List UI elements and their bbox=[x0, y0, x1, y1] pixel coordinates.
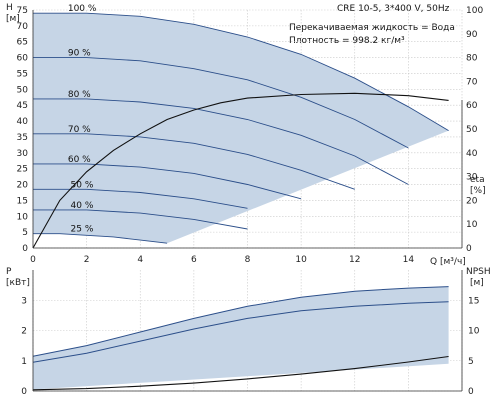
bottom-y2tick-15: 15 bbox=[468, 296, 479, 306]
top-xtick-10: 10 bbox=[295, 255, 307, 265]
bottom-y2label: NPSH bbox=[466, 267, 491, 277]
top-ylabel: H bbox=[6, 3, 13, 13]
bottom-ytick-0: 0 bbox=[21, 387, 27, 397]
top-xtick-8: 8 bbox=[245, 255, 251, 265]
speed-label-6: 40 % bbox=[71, 201, 94, 211]
bottom-yunit: [кВт] bbox=[6, 278, 30, 288]
bottom-ylabel: P bbox=[6, 267, 12, 277]
head-curve-50pct bbox=[33, 188, 248, 209]
bottom-y2tick-10: 10 bbox=[468, 327, 480, 337]
speed-label-2: 80 % bbox=[68, 90, 91, 100]
top-y2tick-10: 10 bbox=[466, 220, 478, 230]
fluid-annotation: Перекачиваемая жидкость = Вода bbox=[289, 23, 455, 33]
top-ytick-30: 30 bbox=[17, 149, 29, 159]
top-ytick-20: 20 bbox=[17, 181, 29, 191]
power-curve-P1 bbox=[32, 286, 449, 357]
top-xtick-14: 14 bbox=[403, 255, 415, 265]
head-curve-100pct bbox=[33, 12, 449, 131]
power-range-area bbox=[33, 286, 449, 390]
x-axis-label: Q bbox=[430, 257, 437, 267]
x-axis-unit: [м³/ч] bbox=[440, 257, 466, 267]
top-ytick-5: 5 bbox=[22, 228, 28, 238]
speed-label-1: 90 % bbox=[68, 49, 91, 59]
top-y2unit: [%] bbox=[470, 186, 486, 196]
top-ytick-70: 70 bbox=[17, 22, 29, 32]
top-ytick-60: 60 bbox=[17, 54, 29, 64]
bottom-ytick-3: 3 bbox=[21, 296, 27, 306]
top-y2tick-50: 50 bbox=[466, 125, 478, 135]
npsh-curve bbox=[32, 355, 449, 391]
top-ytick-0: 0 bbox=[22, 244, 28, 254]
top-ytick-35: 35 bbox=[17, 133, 28, 143]
top-xtick-4: 4 bbox=[137, 255, 143, 265]
top-xtick-6: 6 bbox=[191, 255, 197, 265]
speed-label-0: 100 % bbox=[68, 4, 97, 14]
top-y2tick-70: 70 bbox=[466, 77, 478, 87]
top-y2tick-80: 80 bbox=[466, 54, 478, 64]
top-y2label: eta bbox=[470, 175, 485, 185]
top-ytick-55: 55 bbox=[17, 69, 28, 79]
head-curve-70pct bbox=[33, 133, 355, 190]
head-curve-80pct bbox=[33, 98, 409, 185]
top-yunit: [м] bbox=[6, 14, 20, 24]
top-ytick-45: 45 bbox=[17, 101, 28, 111]
power-curve-P2 bbox=[32, 301, 449, 363]
top-ytick-75: 75 bbox=[17, 6, 28, 16]
speed-label-7: 25 % bbox=[71, 225, 94, 235]
bottom-ytick-1: 1 bbox=[21, 357, 27, 367]
top-y2tick-40: 40 bbox=[466, 149, 478, 159]
head-curve-60pct bbox=[33, 163, 302, 200]
bottom-y2unit: [м] bbox=[470, 278, 484, 288]
top-y2tick-60: 60 bbox=[466, 101, 478, 111]
bottom-y2tick-5: 5 bbox=[468, 357, 474, 367]
head-curve-25pct bbox=[33, 233, 168, 244]
top-xtick-12: 12 bbox=[349, 255, 360, 265]
top-xtick-2: 2 bbox=[84, 255, 90, 265]
top-ytick-40: 40 bbox=[17, 117, 29, 127]
top-ytick-50: 50 bbox=[17, 85, 29, 95]
top-y2tick-30: 30 bbox=[466, 173, 478, 183]
top-ytick-10: 10 bbox=[17, 212, 29, 222]
speed-label-3: 70 % bbox=[68, 125, 91, 135]
operating-range-area bbox=[33, 13, 449, 244]
top-y2tick-90: 90 bbox=[466, 30, 478, 40]
top-y2tick-20: 20 bbox=[466, 196, 478, 206]
top-xtick-0: 0 bbox=[30, 255, 36, 265]
speed-label-5: 50 % bbox=[71, 180, 94, 190]
bottom-ytick-2: 2 bbox=[21, 327, 27, 337]
efficiency-curve bbox=[32, 92, 449, 249]
density-annotation: Плотность = 998.2 кг/м³ bbox=[289, 36, 405, 46]
top-ytick-25: 25 bbox=[17, 165, 28, 175]
top-y2tick-0: 0 bbox=[466, 244, 472, 254]
top-ytick-15: 15 bbox=[17, 196, 28, 206]
bottom-y2tick-0: 0 bbox=[468, 387, 474, 397]
head-curve-40pct bbox=[33, 209, 248, 230]
top-ytick-65: 65 bbox=[17, 38, 28, 48]
chart-title: CRE 10-5, 3*400 V, 50Hz bbox=[337, 4, 450, 14]
speed-label-4: 60 % bbox=[68, 155, 91, 165]
head-curve-90pct bbox=[33, 57, 409, 149]
top-y2tick-100: 100 bbox=[466, 6, 483, 16]
